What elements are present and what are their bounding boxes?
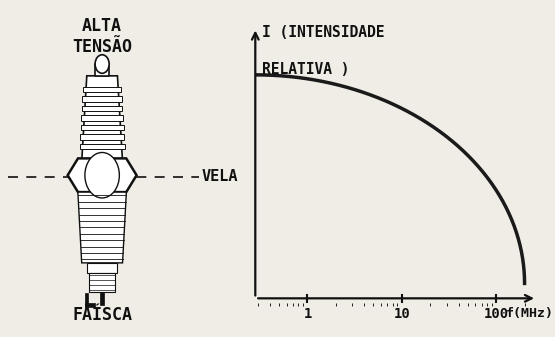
Polygon shape xyxy=(68,158,137,192)
Bar xyxy=(80,125,124,130)
Bar xyxy=(89,273,115,292)
Text: f(MHz): f(MHz) xyxy=(506,307,554,320)
Bar xyxy=(85,293,88,307)
Text: I (INTENSIDADE: I (INTENSIDADE xyxy=(262,25,385,40)
Text: 1: 1 xyxy=(303,307,312,321)
Bar xyxy=(82,96,122,101)
Text: FAÍSCA: FAÍSCA xyxy=(72,306,132,324)
Circle shape xyxy=(95,55,109,73)
Bar xyxy=(100,292,104,305)
Bar xyxy=(85,303,95,307)
Bar xyxy=(87,263,118,273)
Circle shape xyxy=(85,152,119,198)
Bar xyxy=(83,87,122,92)
Bar xyxy=(79,144,125,149)
Bar xyxy=(81,115,123,121)
Text: RELATIVA ): RELATIVA ) xyxy=(262,62,350,78)
Bar xyxy=(95,64,109,76)
Polygon shape xyxy=(82,76,123,162)
Text: ALTA
TENSÃO: ALTA TENSÃO xyxy=(72,17,132,56)
Bar xyxy=(82,106,123,111)
Text: 10: 10 xyxy=(393,307,410,321)
Text: 100: 100 xyxy=(483,307,509,321)
Polygon shape xyxy=(78,192,127,263)
Text: VELA: VELA xyxy=(201,170,238,184)
Bar xyxy=(80,134,124,140)
